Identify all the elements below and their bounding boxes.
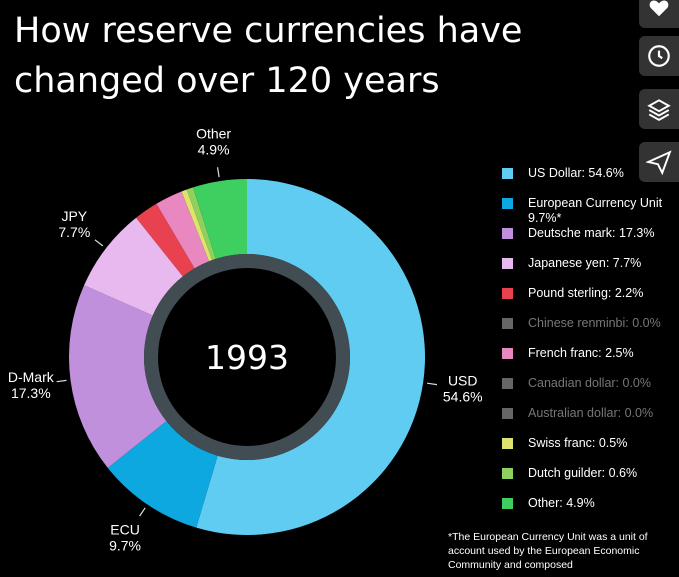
legend-label: Deutsche mark: 17.3%	[528, 226, 655, 240]
heart-button[interactable]	[639, 0, 679, 28]
send-icon	[646, 150, 672, 175]
legend-item-aud: Australian dollar: 0.0%	[502, 404, 679, 434]
legend-item-nlg: Dutch guilder: 0.6%	[502, 464, 679, 494]
leader-jpy	[94, 239, 104, 247]
leader-ecu	[139, 507, 146, 517]
label-other: Other 4.9%	[196, 126, 231, 158]
legend-item-usd: US Dollar: 54.6%	[502, 164, 679, 194]
label-usd: USD 54.6%	[443, 372, 483, 404]
inner-ring	[144, 254, 350, 460]
legend-item-jpy: Japanese yen: 7.7%	[502, 254, 679, 284]
legend-item-gbp: Pound sterling: 2.2%	[502, 284, 679, 314]
legend-swatch	[502, 318, 513, 329]
legend-label: Chinese renminbi: 0.0%	[528, 316, 661, 330]
legend-item-ecu: European Currency Unit 9.7%*	[502, 194, 679, 225]
slice-nlg	[186, 187, 216, 261]
slice-other	[193, 179, 247, 259]
legend-label: Dutch guilder: 0.6%	[528, 466, 638, 480]
legend-label: Pound sterling: 2.2%	[528, 286, 644, 300]
legend-swatch	[502, 198, 513, 209]
legend-swatch	[502, 348, 513, 359]
legend: US Dollar: 54.6% European Currency Unit 9…	[502, 164, 679, 524]
heart-icon	[649, 0, 669, 17]
footnote: *The European Currency Unit was a unit o…	[448, 531, 648, 571]
legend-swatch	[502, 228, 513, 239]
slice-jpy	[84, 217, 183, 316]
legend-swatch	[502, 168, 513, 179]
legend-label: Other: 4.9%	[528, 496, 595, 510]
legend-swatch	[502, 408, 513, 419]
title-line-1: How reserve currencies have	[14, 11, 523, 51]
legend-label: Australian dollar: 0.0%	[528, 406, 654, 420]
leader-dmark	[56, 379, 67, 383]
legend-swatch	[502, 468, 513, 479]
legend-item-dmark: Deutsche mark: 17.3%	[502, 224, 679, 254]
label-jpy: JPY 7.7%	[58, 208, 90, 240]
legend-label: French franc: 2.5%	[528, 346, 634, 360]
legend-item-other: Other: 4.9%	[502, 494, 679, 524]
clock-icon	[648, 45, 670, 67]
year-label: 1993	[205, 338, 289, 377]
legend-label: Canadian dollar: 0.0%	[528, 376, 651, 390]
slice-usd	[196, 179, 426, 536]
legend-swatch	[502, 498, 513, 509]
legend-label: Swiss franc: 0.5%	[528, 436, 628, 450]
label-ecu: ECU 9.7%	[109, 522, 141, 554]
legend-swatch	[502, 438, 513, 449]
leader-usd	[427, 382, 438, 386]
slice-dmark	[69, 285, 167, 468]
legend-swatch	[502, 378, 513, 389]
legend-label: Japanese yen: 7.7%	[528, 256, 642, 270]
slice-frf	[156, 191, 210, 269]
legend-swatch	[502, 288, 513, 299]
share-button[interactable]	[639, 142, 679, 182]
leader-other	[216, 167, 220, 178]
history-button[interactable]	[639, 36, 679, 76]
legend-swatch	[502, 258, 513, 269]
legend-item-cny: Chinese renminbi: 0.0%	[502, 314, 679, 344]
legend-label: European Currency Unit 9.7%*	[528, 196, 663, 225]
legend-label: US Dollar: 54.6%	[528, 166, 624, 180]
slice-gbp	[136, 203, 195, 277]
slice-ecu	[107, 421, 218, 528]
layers-icon	[647, 99, 671, 121]
chart-title: How reserve currencies have changed over…	[14, 6, 574, 106]
label-dmark: D-Mark 17.3%	[8, 369, 55, 401]
legend-item-cad: Canadian dollar: 0.0%	[502, 374, 679, 404]
legend-item-frf: French franc: 2.5%	[502, 344, 679, 374]
layers-button[interactable]	[639, 89, 679, 129]
legend-item-chf: Swiss franc: 0.5%	[502, 434, 679, 464]
title-line-2: changed over 120 years	[14, 61, 440, 101]
slice-chf	[181, 189, 213, 262]
